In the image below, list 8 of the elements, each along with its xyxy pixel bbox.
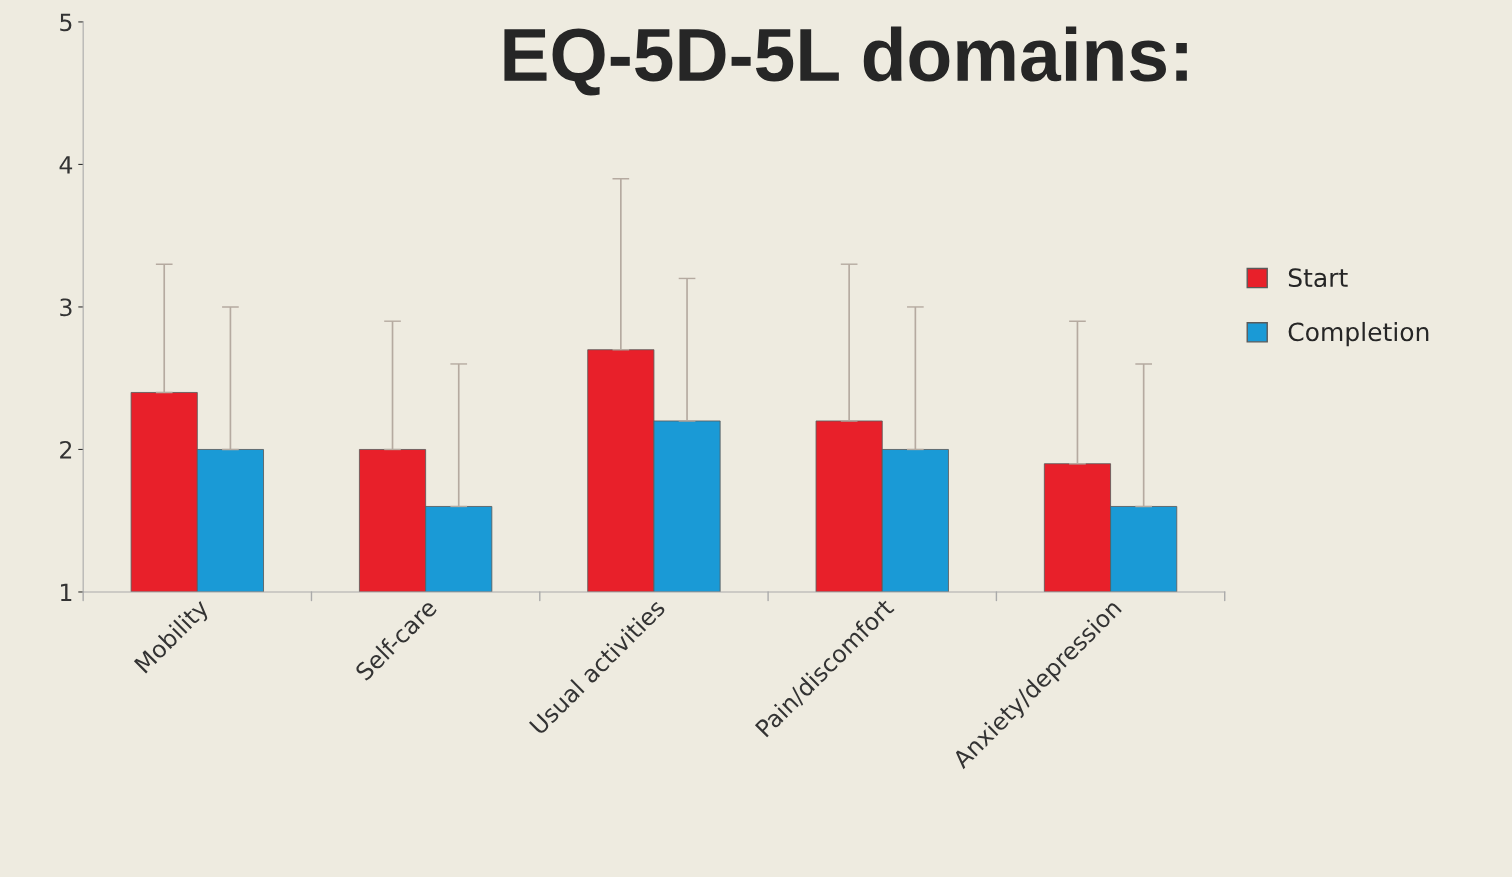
- y-tick-label: 5: [60, 13, 72, 32]
- legend-label: Start: [1288, 268, 1348, 288]
- chart-title: EQ-5D-5L domains:: [504, 26, 1187, 96]
- y-tick-label: 1: [61, 583, 72, 601]
- y-tick-label: 3: [60, 298, 72, 317]
- y-tick-label: 4: [59, 156, 73, 174]
- y-tick-label: 2: [60, 440, 72, 459]
- legend-label: Completion: [1288, 321, 1429, 347]
